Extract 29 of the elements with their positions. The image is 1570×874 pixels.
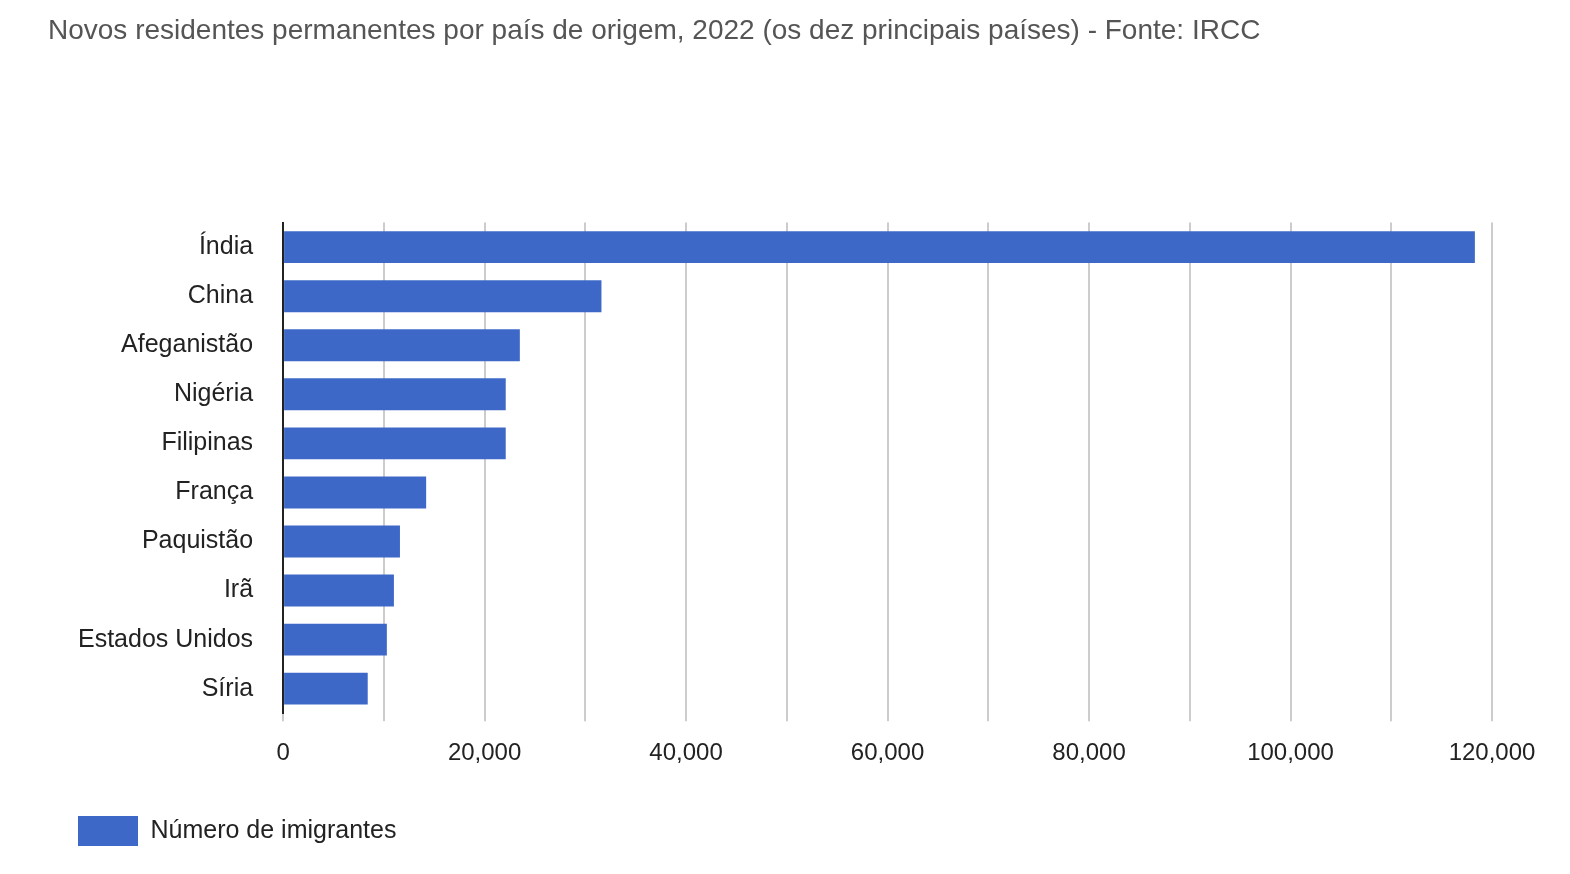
y-tick-label: Paquistão — [141, 525, 254, 554]
y-tick-label: Nigéria — [173, 378, 254, 407]
chart-title: Novos residentes permanentes por país de origem, 2022 (os dez principais países) - Fonte: IRCC — [48, 13, 1261, 45]
y-tick-label: França — [175, 476, 254, 505]
x-tick-label: 0 — [276, 738, 290, 766]
bar — [284, 525, 400, 558]
bar — [284, 231, 1475, 264]
y-tick-label: Estados Unidos — [77, 623, 254, 652]
x-tick-label: 60,000 — [850, 738, 925, 766]
y-tick-label: China — [187, 280, 254, 309]
bar — [284, 378, 506, 411]
x-tick-label: 40,000 — [649, 738, 723, 766]
bar — [284, 329, 520, 362]
x-tick-label: 120,000 — [1448, 738, 1536, 766]
x-tick-label: 80,000 — [1052, 738, 1126, 766]
bar — [284, 574, 394, 607]
bar — [284, 672, 368, 705]
legend-label: Número de imigrantes — [150, 814, 397, 843]
y-tick-label: Índia — [198, 231, 254, 260]
x-tick-label: 100,000 — [1247, 738, 1334, 766]
bar — [284, 623, 387, 656]
y-tick-label: Síria — [201, 672, 254, 701]
bar — [284, 427, 506, 460]
bar — [284, 476, 427, 509]
y-tick-label: Filipinas — [161, 427, 254, 456]
y-tick-label: Irã — [223, 574, 254, 603]
x-tick-label: 20,000 — [447, 738, 522, 766]
bar — [284, 280, 602, 313]
y-tick-label: Afeganistão — [121, 329, 254, 358]
